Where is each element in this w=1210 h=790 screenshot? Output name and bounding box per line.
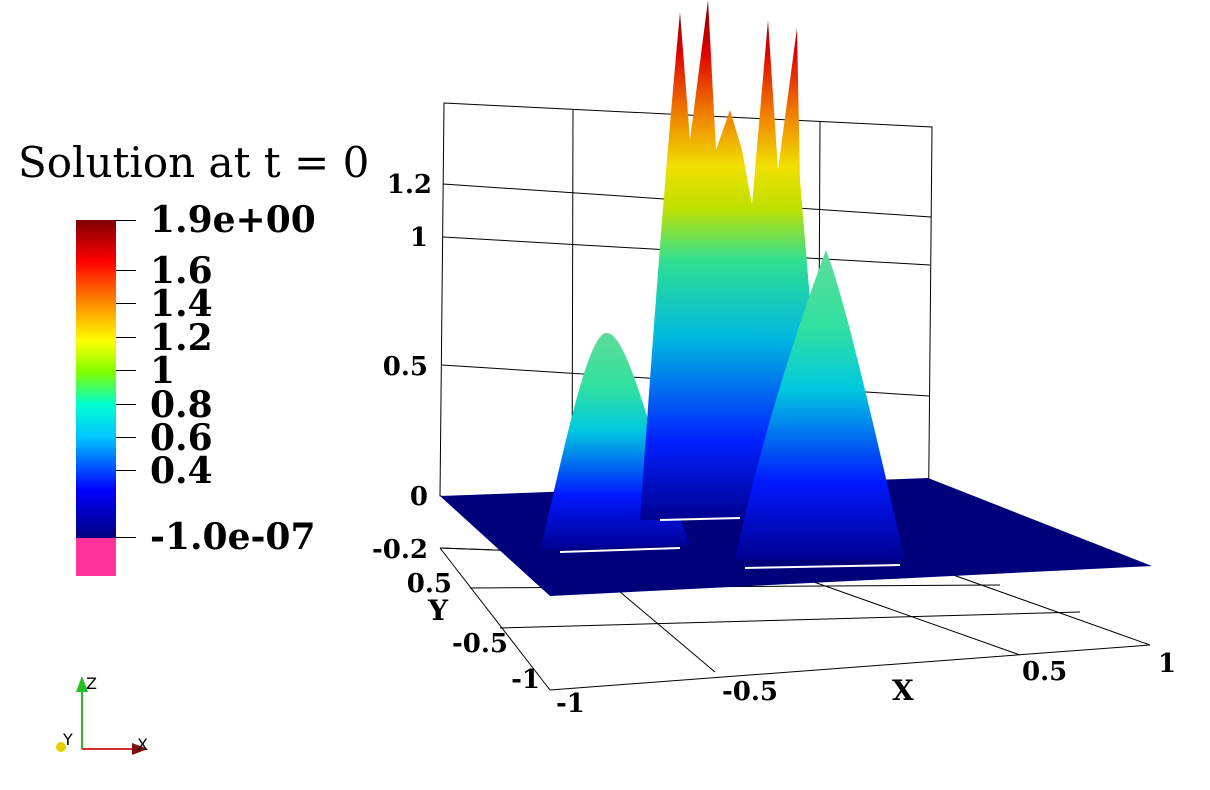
z-tick-label: 1.2 (387, 170, 432, 200)
x-axis-title: X (892, 674, 914, 707)
colorbar-label: 0.4 (150, 450, 213, 492)
z-arrow-icon (76, 676, 88, 692)
z-tick-label: 0.5 (383, 352, 428, 382)
y-axis-dot-icon (56, 742, 66, 752)
x-tick-label: 1 (1158, 649, 1176, 679)
z-tick-label: 1 (410, 223, 428, 253)
y-tick-label: 0.5 (407, 569, 452, 599)
x-arrow-icon (132, 743, 148, 755)
colorbar-label: 0.6 (150, 417, 213, 459)
z-tick-label: 0 (410, 482, 428, 512)
colorbar-label: 0.8 (150, 384, 213, 426)
x-tick-label: -0.5 (722, 677, 778, 707)
colorbar-max-label: 1.9e+00 (150, 199, 316, 241)
y-axis-title: Y (427, 594, 449, 627)
color-legend-bar (76, 220, 116, 538)
colorbar-label: 1 (150, 350, 176, 392)
colorbar-tick (116, 270, 136, 271)
y-tick-label: -0.5 (452, 629, 508, 659)
colorbar-label: 1.4 (150, 283, 213, 325)
surface-peak-right (735, 250, 905, 560)
surface-seams (559, 517, 901, 569)
colorbar-tick (116, 470, 136, 471)
colorbar-tick (116, 537, 136, 538)
triad-x-label: X (137, 735, 148, 754)
colorbar-tick (116, 437, 136, 438)
colorbar-tick (116, 303, 136, 304)
colorbar-min-label: -1.0e-07 (150, 516, 316, 558)
plot-title: Solution at t = 0 (18, 138, 370, 187)
z-axis-ticks: 1.2 1 0.5 0 -0.2 (372, 170, 432, 565)
colorbar-tick (116, 404, 136, 405)
colorbar-label: 1.2 (150, 317, 213, 359)
x-tick-label: -1 (556, 689, 585, 719)
nan-color-swatch (76, 538, 116, 576)
z-tick-label: -0.2 (372, 535, 428, 565)
orientation-triad: Z Y X (56, 674, 148, 755)
colorbar-label: 1.6 (150, 250, 213, 292)
triad-z-label: Z (86, 674, 97, 693)
triad-y-label: Y (62, 730, 73, 749)
y-axis-ticks: 0.5 -0.5 -1 (407, 569, 540, 695)
x-axis-ticks: -1 -0.5 0.5 1 (556, 649, 1176, 719)
colorbar-tick (116, 337, 136, 338)
y-tick-label: -1 (511, 665, 540, 695)
colorbar-tick (116, 220, 136, 221)
surface-peak-center (640, 0, 810, 520)
colorbar-tick (116, 370, 136, 371)
x-tick-label: 0.5 (1022, 657, 1067, 687)
